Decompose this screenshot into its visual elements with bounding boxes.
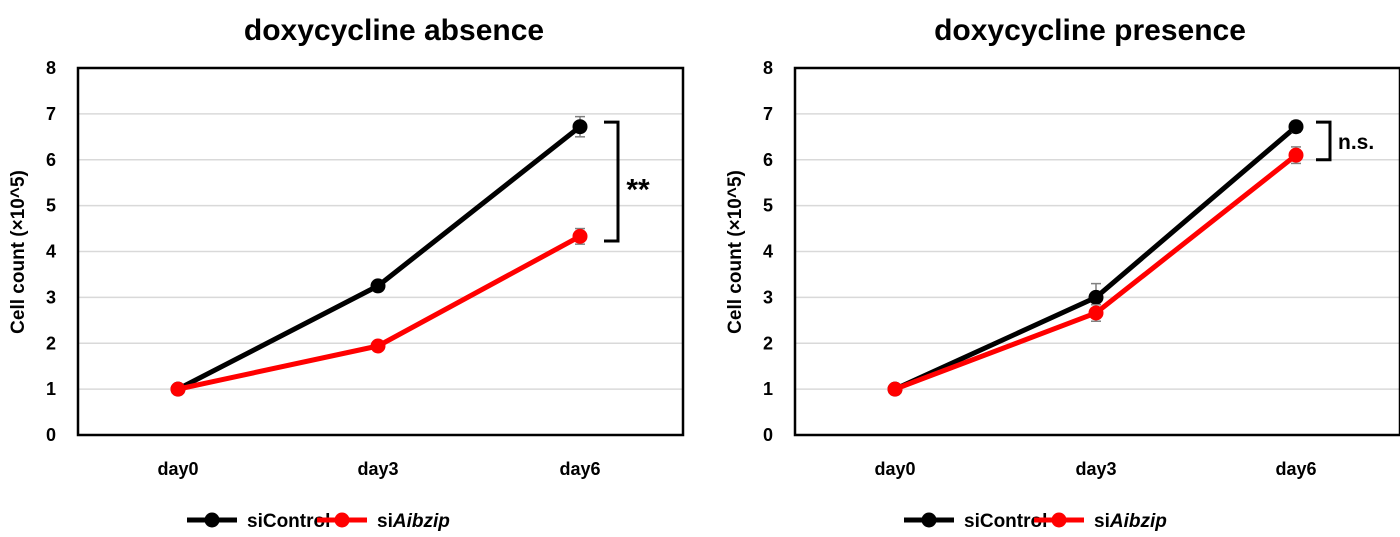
series-siAibzip (170, 227, 588, 397)
legend-swatch-marker (921, 512, 937, 528)
data-point (572, 119, 588, 135)
series (887, 119, 1304, 397)
y-tick-label: 8 (763, 58, 773, 78)
y-tick-label: 2 (763, 333, 773, 353)
series-line (177, 234, 582, 392)
x-tick-label: day0 (874, 459, 915, 479)
y-tick-label: 4 (763, 242, 773, 262)
y-axis-ticks: 0 1 2 3 4 5 6 7 8 (46, 58, 56, 445)
y-tick-label: 1 (763, 379, 773, 399)
x-tick-label: day3 (357, 459, 398, 479)
legend-label-italic: Aibzip (392, 511, 450, 532)
gridlines (78, 113, 683, 390)
data-point (370, 338, 386, 354)
y-tick-label: 4 (46, 242, 56, 262)
x-tick-label: day6 (1275, 459, 1316, 479)
y-axis-label: Cell count (×10^5) (725, 170, 746, 334)
y-tick-label: 7 (46, 104, 56, 124)
legend-swatch-marker (204, 512, 220, 528)
significance-annotation: ** (604, 120, 650, 243)
y-tick-label: 0 (763, 425, 773, 445)
y-tick-label: 1 (46, 379, 56, 399)
legend-label: siControl (247, 511, 330, 532)
data-point (1088, 289, 1104, 305)
data-point (1288, 119, 1304, 135)
x-axis-ticks: day0 day3 day6 (874, 459, 1316, 479)
chart-title: doxycycline absence (244, 14, 544, 47)
series-siControl (170, 115, 588, 397)
significance-bracket (1316, 120, 1332, 162)
legend-label-text: siControl (964, 511, 1047, 532)
chart-doxycycline-absence: doxycycline absence Cell count (×10^5) 0… (8, 14, 685, 532)
x-tick-label: day3 (1075, 459, 1116, 479)
legend-item-siControl: siControl (904, 511, 1047, 532)
legend-label-text: si (1094, 511, 1110, 532)
legend-item-siControl: siControl (187, 511, 330, 532)
y-axis-label: Cell count (×10^5) (8, 170, 29, 334)
data-point (1288, 147, 1304, 163)
legend-label-text: si (377, 511, 393, 532)
data-point (1088, 305, 1104, 321)
y-tick-label: 5 (46, 196, 56, 216)
y-tick-label: 8 (46, 58, 56, 78)
y-tick-label: 2 (46, 333, 56, 353)
series-siControl (887, 119, 1304, 397)
significance-label: n.s. (1338, 131, 1374, 154)
gridlines (795, 113, 1400, 390)
y-tick-label: 5 (763, 196, 773, 216)
legend-item-siAibzip: siAibzip (1034, 511, 1167, 532)
y-tick-label: 0 (46, 425, 56, 445)
plot-area-frame (793, 66, 1400, 437)
legend-swatch-marker (334, 512, 350, 528)
significance-bracket (604, 120, 620, 243)
x-axis-ticks: day0 day3 day6 (157, 459, 600, 479)
legend-label: siAibzip (1094, 511, 1167, 532)
legend: siControl siAibzip (187, 511, 450, 532)
significance-annotation: n.s. (1316, 120, 1374, 162)
data-point (887, 381, 903, 397)
series (170, 115, 588, 397)
series-line (893, 124, 1298, 392)
x-tick-label: day6 (559, 459, 600, 479)
data-point (572, 228, 588, 244)
legend-label: siAibzip (377, 511, 450, 532)
y-tick-label: 7 (763, 104, 773, 124)
series-siAibzip (887, 146, 1304, 397)
significance-label: ** (626, 174, 650, 207)
plot-area-frame (76, 66, 685, 437)
legend-label: siControl (964, 511, 1047, 532)
legend-label-text: siControl (247, 511, 330, 532)
y-tick-label: 3 (763, 287, 773, 307)
y-tick-label: 6 (763, 150, 773, 170)
y-tick-label: 3 (46, 287, 56, 307)
chart-title: doxycycline presence (934, 14, 1246, 47)
legend-label-italic: Aibzip (1109, 511, 1167, 532)
y-tick-label: 6 (46, 150, 56, 170)
legend: siControl siAibzip (904, 511, 1167, 532)
series-line (894, 153, 1298, 392)
x-tick-label: day0 (157, 459, 198, 479)
data-point (170, 381, 186, 397)
y-axis-ticks: 0 1 2 3 4 5 6 7 8 (763, 58, 773, 445)
legend-item-siAibzip: siAibzip (317, 511, 450, 532)
chart-doxycycline-presence: doxycycline presence Cell count (×10^5) … (725, 14, 1400, 532)
legend-swatch-marker (1051, 512, 1067, 528)
data-point (370, 278, 386, 294)
